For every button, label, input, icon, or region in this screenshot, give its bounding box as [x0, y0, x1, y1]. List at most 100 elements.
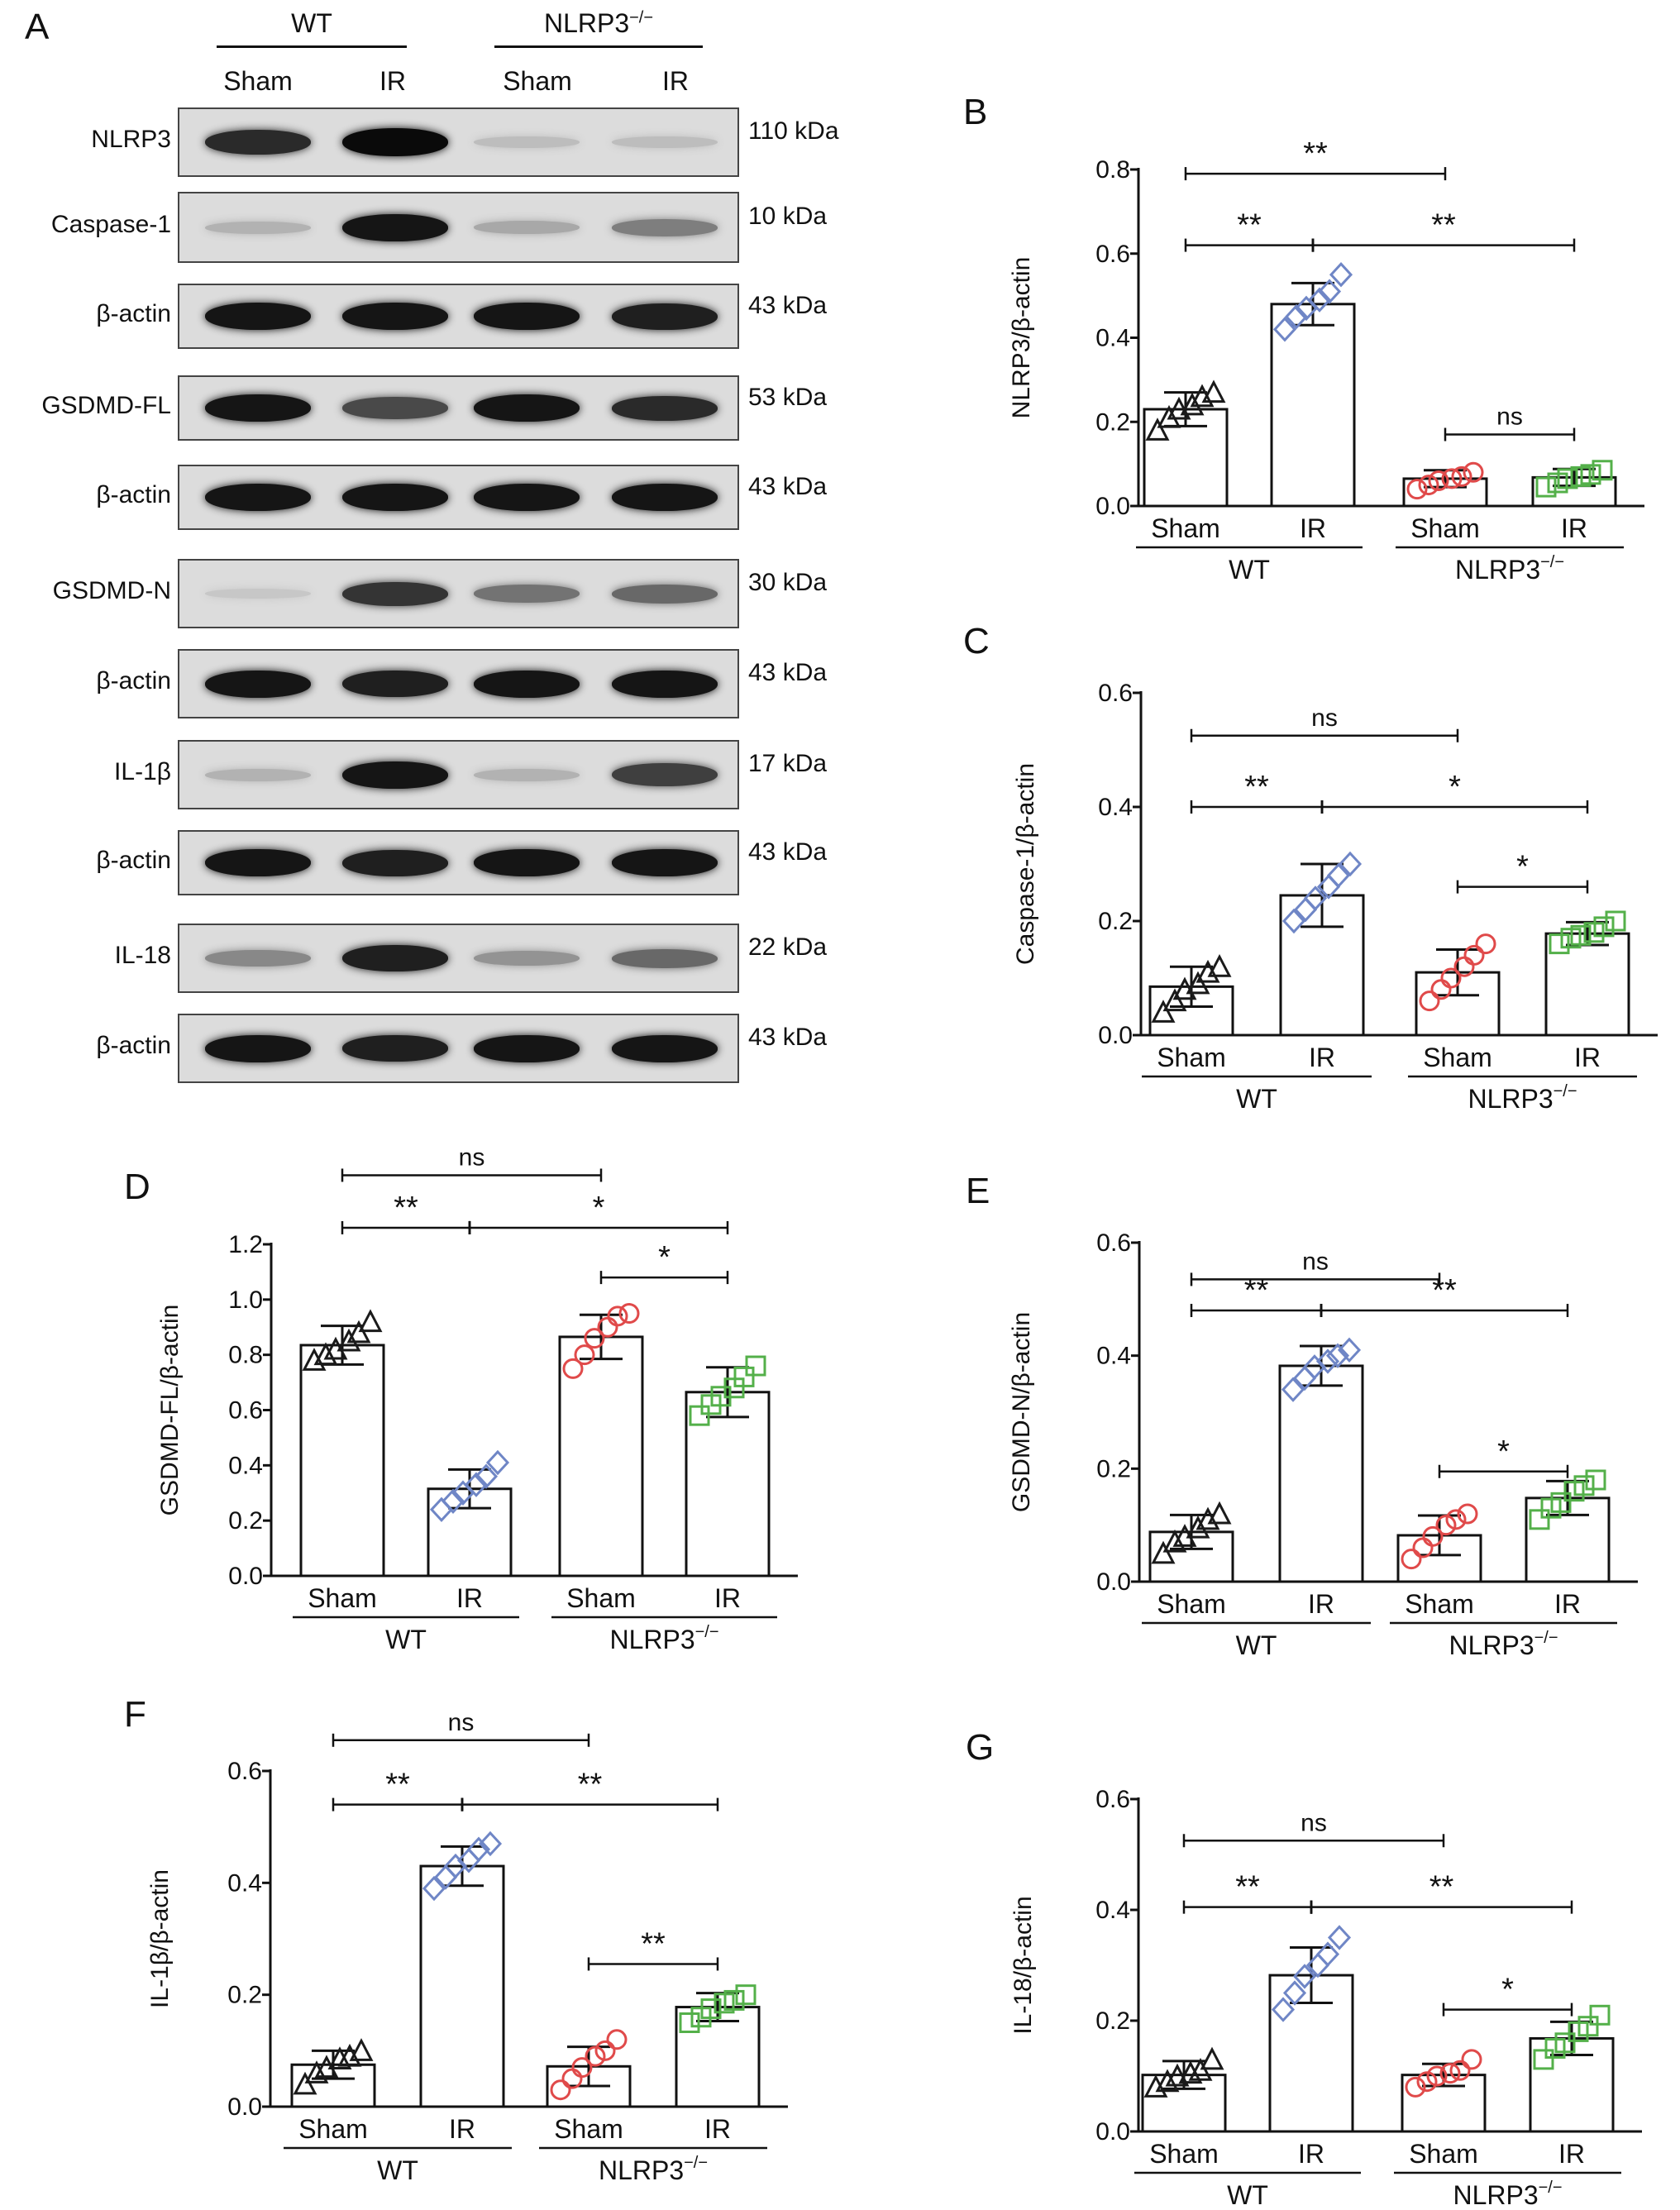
blot-band [612, 218, 718, 236]
blot-strip [178, 649, 739, 718]
y-tick-label: 0.2 [1098, 908, 1133, 935]
y-tick-label: 0.0 [227, 2093, 262, 2121]
blot-band [612, 763, 718, 786]
x-tick-label: IR [704, 2114, 731, 2144]
data-point [1145, 418, 1170, 441]
y-tick-label: 0.4 [1095, 1897, 1130, 1924]
data-point [1419, 990, 1440, 1012]
significance-label: ** [1237, 208, 1262, 243]
blot-band [342, 1035, 448, 1062]
y-tick-label: 1.2 [228, 1231, 263, 1258]
blot-strip [178, 559, 739, 628]
x-tick-label: Sham [298, 2114, 368, 2144]
blot-band [612, 584, 718, 604]
data-point [1207, 953, 1232, 977]
significance-label: ** [1431, 208, 1456, 243]
data-point [1463, 461, 1484, 483]
blot-band [612, 395, 718, 421]
significance-label: ns [1301, 1809, 1327, 1836]
blot-band [474, 303, 580, 330]
y-tick-label: 0.0 [1096, 1568, 1131, 1596]
data-point [304, 2060, 329, 2084]
data-point [1315, 1941, 1340, 1967]
blot-kda-label: 22 kDa [748, 933, 828, 961]
blot-band [342, 761, 448, 789]
data-point [1418, 475, 1439, 496]
data-point [574, 1344, 595, 1366]
bar [685, 1391, 771, 1578]
ko-group-line [494, 45, 703, 48]
data-point [1585, 1469, 1606, 1491]
chart-b: B 0.0 0.2 0.4 0.6 0.8 NLRP3/β-actin Sham IR Sham I… [963, 92, 1644, 585]
x-tick-label: Sham [1410, 513, 1480, 543]
data-point [584, 1328, 605, 1349]
data-point [1549, 933, 1570, 955]
group-label-wt: WT [385, 1625, 427, 1654]
y-axis-label: GSDMD-N/β-actin [1008, 1312, 1035, 1512]
blot-strip [178, 740, 739, 809]
data-point [1593, 916, 1615, 938]
y-tick-label: 0.2 [228, 1507, 263, 1535]
y-tick-label: 0.2 [1095, 408, 1130, 436]
y-axis-label: GSDMD-FL/β-actin [156, 1305, 184, 1516]
y-axis-label: IL-18/β-actin [1009, 1896, 1037, 2034]
data-point [1440, 967, 1462, 989]
data-point [1284, 303, 1309, 330]
x-tick-label: Sham [554, 2114, 623, 2144]
group-label-nlrp3-ko: NLRP3−/− [1449, 1629, 1558, 1660]
data-point [1435, 1515, 1457, 1536]
x-tick-label: IR [1574, 1043, 1601, 1072]
data-point [1307, 287, 1332, 313]
data-point [293, 2071, 317, 2095]
blot-row-label: β-actin [96, 1032, 171, 1059]
group-label-nlrp3-ko: NLRP3−/− [1453, 2179, 1562, 2210]
blot-band [474, 585, 580, 603]
wt-group-line [217, 45, 407, 48]
group-label-wt: WT [1229, 555, 1270, 585]
lane-label-ko-sham: Sham [503, 66, 572, 96]
bar [299, 1344, 385, 1578]
blot-strip [178, 830, 739, 895]
data-point [585, 2045, 606, 2067]
data-point [464, 1472, 489, 1497]
data-point [1188, 2058, 1213, 2081]
y-tick-label: 0.6 [1095, 1786, 1130, 1813]
significance-label: ** [1429, 1870, 1454, 1905]
y-tick-label: 0.0 [1098, 1022, 1133, 1049]
panel-label-a: A [25, 7, 50, 47]
significance-label: * [1497, 1434, 1510, 1469]
blot-kda-label: 43 kDa [748, 1024, 828, 1051]
data-point [1325, 1343, 1350, 1368]
data-point [606, 2029, 628, 2050]
x-tick-label: Sham [1423, 1043, 1492, 1072]
blot-strip [178, 375, 739, 441]
blot-group-nlrp3-ko: NLRP3−/− [543, 8, 654, 38]
panel-label-g: G [966, 1727, 994, 1768]
chart-f: F 0.0 0.2 0.4 0.6 IL-1β/β-actin Sham IR Sham IR WT… [124, 1694, 788, 2185]
blot-band [205, 484, 311, 511]
lane-label-wt-ir: IR [379, 66, 406, 96]
data-point [1272, 317, 1297, 342]
blot-strip [178, 192, 739, 263]
blot-band [474, 670, 580, 698]
blot-band [474, 394, 580, 422]
y-tick-label: 0.4 [227, 1869, 262, 1897]
significance-label: ** [394, 1191, 418, 1225]
data-point [1554, 2032, 1576, 2054]
blot-row-label: β-actin [96, 299, 171, 327]
x-tick-label: Sham [1149, 2139, 1219, 2169]
blot-kda-label: 110 kDa [748, 117, 839, 145]
panel-label-c: C [963, 621, 990, 661]
blot-row-label: IL-1β [114, 758, 171, 785]
bar [558, 1335, 644, 1578]
data-point [1201, 379, 1226, 403]
x-tick-label: IR [449, 2114, 475, 2144]
panel-label-b: B [963, 92, 987, 132]
x-tick-label: Sham [1409, 2139, 1478, 2169]
data-point [594, 2040, 616, 2061]
data-point [723, 1989, 745, 2011]
x-tick-label: Sham [1151, 513, 1220, 543]
chart-e: E 0.0 0.2 0.4 0.6 GSDMD-N/β-actin Sham IR Sham IR… [966, 1171, 1638, 1660]
data-point [1165, 2063, 1190, 2087]
